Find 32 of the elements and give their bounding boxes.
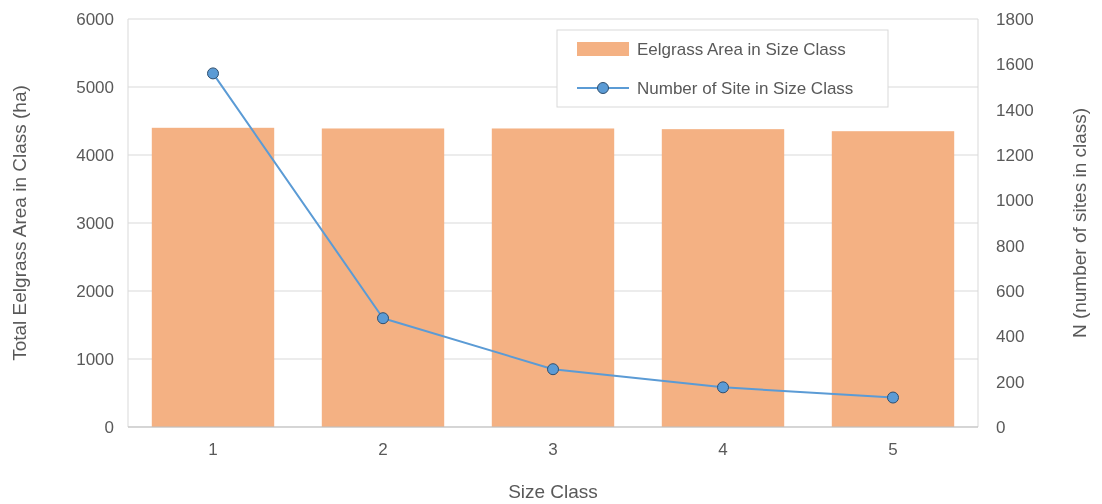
point: [887, 391, 899, 404]
x-axis-title: Size Class: [508, 481, 598, 502]
legend-label: Eelgrass Area in Size Class: [637, 39, 846, 59]
x-tick-label: 2: [378, 440, 388, 459]
legend-label: Number of Site in Size Class: [637, 78, 854, 98]
y-axis-title: Total Eelgrass Area in Class (ha): [9, 85, 30, 361]
y-tick-label: 5000: [76, 77, 114, 97]
y2-tick-label: 1200: [996, 145, 1034, 165]
y2-tick-label: 600: [996, 281, 1025, 301]
y2-tick-label: 800: [996, 236, 1025, 256]
point: [207, 67, 219, 80]
y-tick-label: 1000: [76, 349, 114, 369]
y2-tick-label: 1000: [996, 191, 1034, 211]
y2-tick-label: 1600: [996, 55, 1034, 75]
y2-tick-label: 400: [996, 327, 1025, 347]
point: [717, 381, 729, 394]
y2-axis-title: N (number of sites in class): [1069, 107, 1090, 339]
x-tick-label: 1: [208, 440, 218, 459]
y-tick-label: 0: [104, 417, 114, 437]
point: [547, 363, 559, 376]
y2-tick-label: 200: [996, 372, 1025, 392]
y2-tick-label: 0: [996, 417, 1006, 437]
y2-tick-label: 1400: [996, 100, 1034, 120]
point: [377, 312, 389, 325]
x-tick-label: 4: [718, 440, 728, 459]
y-tick-label: 2000: [76, 281, 114, 301]
y2-tick-label: 1800: [996, 9, 1034, 29]
y-tick-label: 3000: [76, 213, 114, 233]
x-tick-label: 5: [888, 440, 898, 459]
y-tick-label: 6000: [76, 9, 114, 29]
y-tick-label: 4000: [76, 145, 114, 165]
x-tick-label: 3: [548, 440, 558, 459]
